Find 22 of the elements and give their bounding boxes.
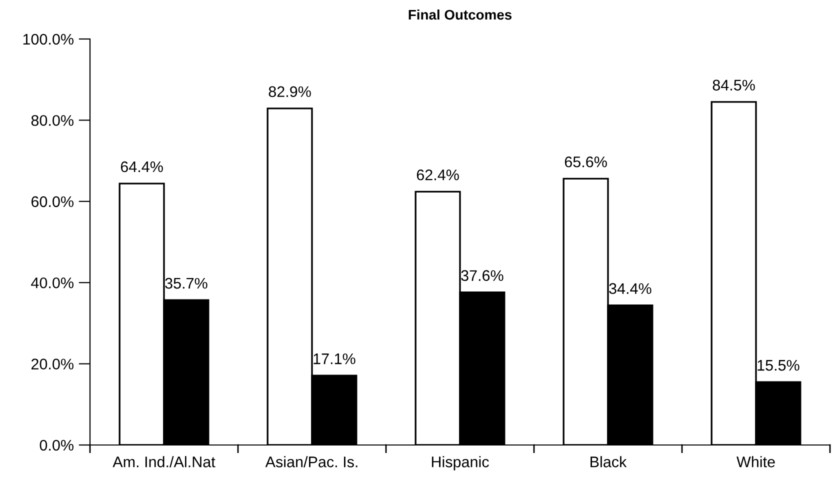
y-tick-label: 80.0%: [31, 115, 74, 126]
data-label: 64.4%: [120, 161, 163, 172]
x-tick-label: Hispanic: [432, 456, 489, 470]
y-tick-label: 40.0%: [31, 277, 74, 288]
x-tick-label: Asian/Pac. Is.: [265, 456, 358, 468]
data-label: 35.7%: [165, 278, 208, 289]
data-label: 82.9%: [268, 86, 311, 98]
x-tick-label: Am. Ind./Al.Nat: [112, 456, 216, 468]
y-tick-label: 60.0%: [31, 196, 74, 208]
chart-title: Final Outcomes: [408, 9, 512, 20]
data-label: 34.4%: [609, 283, 652, 294]
y-tick-label: 100.0%: [23, 34, 74, 45]
x-tick-label: Black: [590, 456, 627, 468]
y-tick-label: 20.0%: [31, 358, 74, 370]
data-label: 62.4%: [416, 169, 459, 180]
data-label: 15.5%: [758, 360, 800, 371]
data-label: 17.1%: [314, 353, 356, 364]
data-label: 37.6%: [461, 270, 504, 281]
data-label: 65.6%: [564, 156, 607, 168]
data-label: 84.5%: [712, 80, 755, 91]
y-tick-label: 0.0%: [40, 440, 74, 451]
x-tick-label: White: [736, 456, 775, 468]
